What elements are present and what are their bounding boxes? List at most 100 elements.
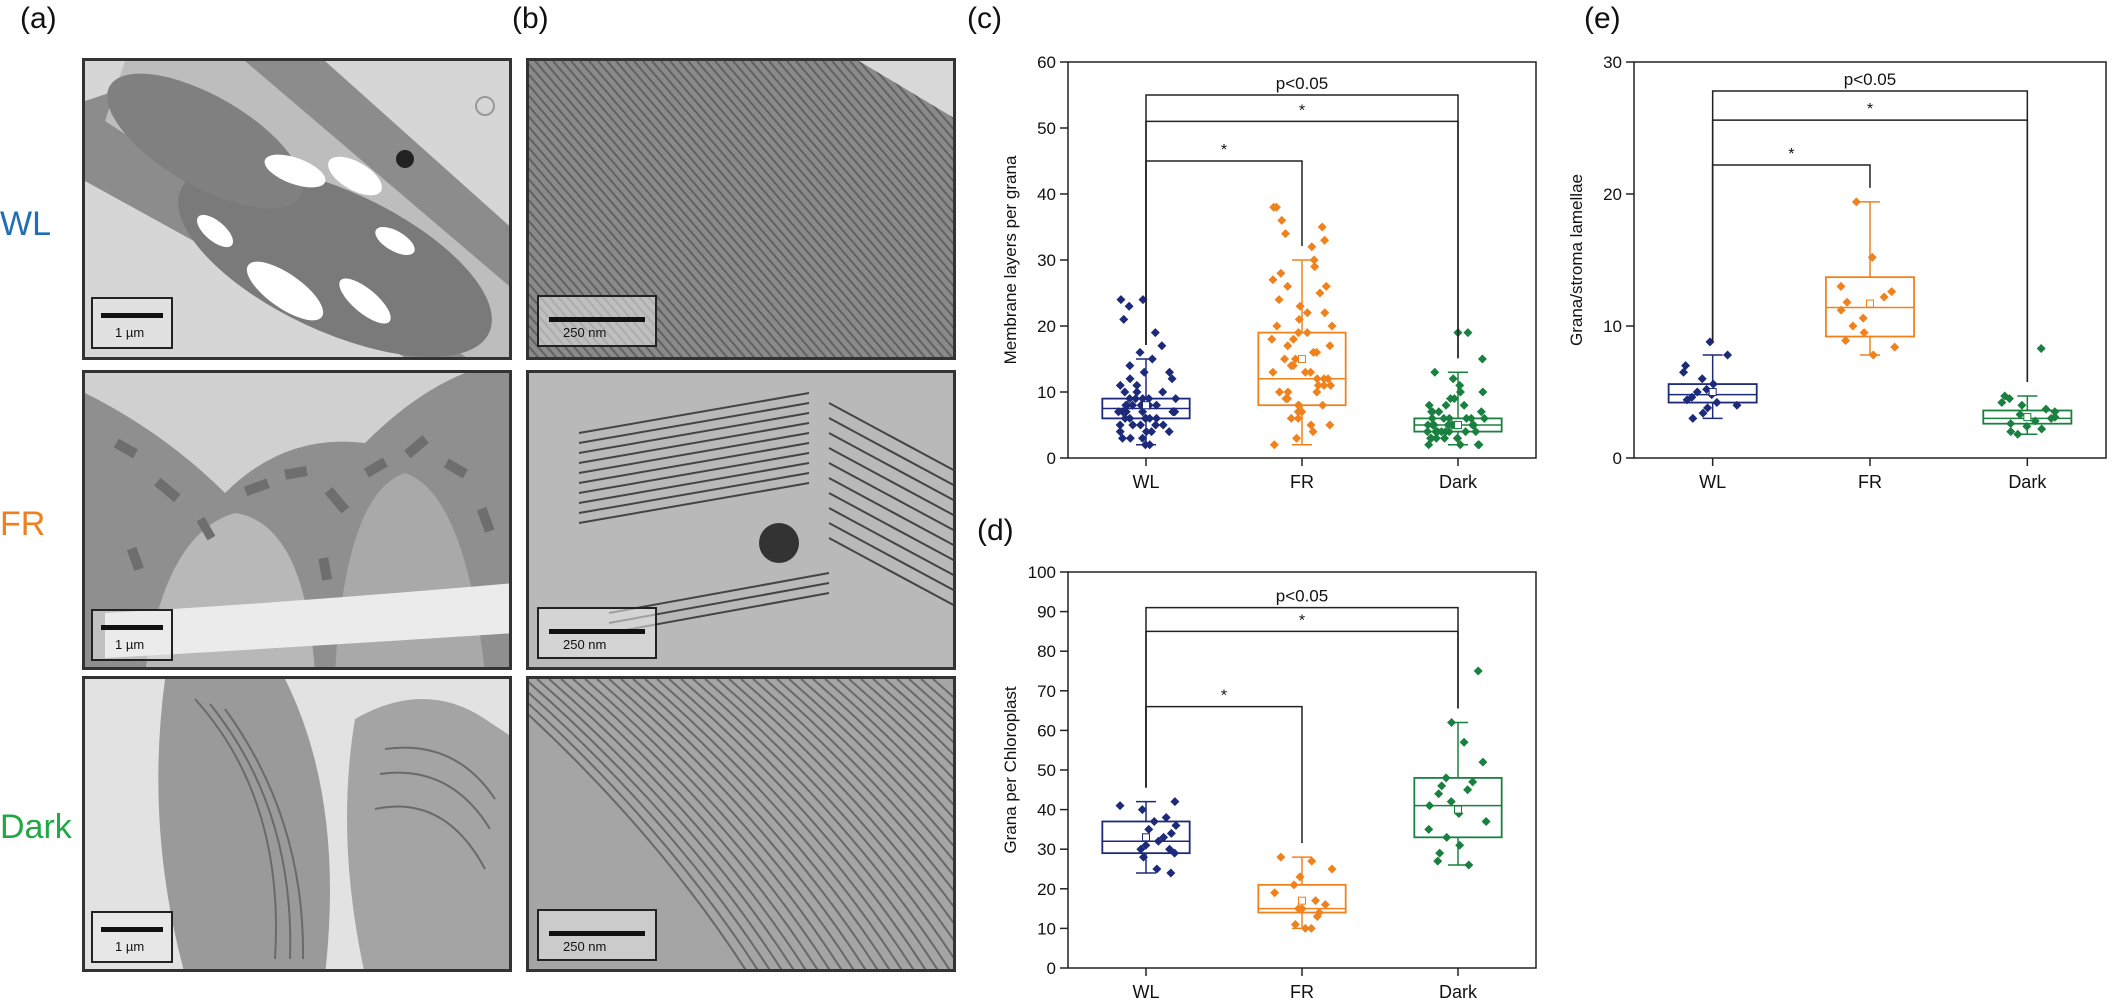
data-point: [1269, 440, 1279, 450]
data-point: [1473, 666, 1483, 676]
panel-letter-a: (a): [20, 2, 57, 35]
data-point: [2036, 343, 2046, 353]
data-point: [1171, 394, 1181, 404]
x-tick-label: FR: [1858, 472, 1882, 492]
membrane-stripe: [896, 679, 953, 732]
membrane-stripe: [632, 679, 891, 969]
data-point: [1121, 400, 1131, 410]
data-point: [2041, 404, 2051, 414]
data-point: [1424, 400, 1434, 410]
data-point: [1290, 354, 1300, 364]
data-point: [1425, 801, 1435, 811]
data-point: [1312, 374, 1322, 384]
data-point: [1132, 380, 1142, 390]
y-tick-label: 70: [1037, 682, 1056, 701]
membrane-stripe: [529, 303, 576, 357]
membrane-stripe: [776, 679, 953, 862]
data-point: [1879, 292, 1889, 302]
data-point: [1300, 367, 1310, 377]
membrane-stripe: [860, 679, 953, 768]
data-point: [1319, 374, 1329, 384]
micrograph-b-wl: 250 nm: [526, 58, 956, 360]
data-point: [1268, 367, 1278, 377]
data-point: [1433, 856, 1443, 866]
membrane-stripe: [768, 61, 953, 277]
data-point: [2050, 412, 2060, 422]
data-point: [1478, 387, 1488, 397]
data-point: [1125, 374, 1135, 384]
data-point: [1283, 387, 1293, 397]
data-point: [1868, 350, 1878, 360]
data-point: [2006, 427, 2016, 437]
membrane-stripe: [529, 104, 747, 357]
data-point: [1692, 387, 1702, 397]
y-tick-label: 10: [1037, 383, 1056, 402]
data-point: [1267, 334, 1277, 344]
mean-marker: [1866, 299, 1874, 308]
membrane-stripe: [884, 679, 953, 744]
data-point: [1887, 287, 1897, 297]
data-point: [1309, 255, 1319, 265]
membrane-stripe: [696, 61, 953, 357]
membrane-stripe: [543, 61, 801, 357]
micrograph-b-fr: 250 nm: [526, 370, 956, 670]
box-fr: [1257, 202, 1347, 450]
y-tick-label: 90: [1037, 603, 1056, 622]
data-point: [1270, 888, 1280, 898]
box-wl: [1667, 337, 1758, 423]
data-point: [1152, 413, 1162, 423]
data-point: [2030, 416, 2040, 426]
y-tick-label: 50: [1037, 119, 1056, 138]
membrane-stripe: [813, 61, 953, 224]
scale-label: 1 µm: [115, 325, 145, 340]
data-point: [1144, 394, 1154, 404]
data-point: [1161, 813, 1171, 823]
membrane-stripe: [608, 679, 867, 969]
micrograph-b-dark: 250 nm: [526, 676, 956, 972]
box-body: [1101, 820, 1191, 855]
membrane-stripe: [732, 61, 953, 319]
data-point: [1139, 367, 1149, 377]
membrane-stripe: [579, 61, 837, 357]
data-point: [1307, 242, 1317, 252]
membrane-stripe: [764, 679, 953, 877]
data-point: [1479, 413, 1489, 423]
membrane-stripe: [836, 679, 953, 793]
data-point: [1326, 380, 1336, 390]
y-tick-label: 10: [1603, 317, 1622, 336]
mean-marker: [1454, 805, 1462, 814]
x-tick-label: WL: [1699, 472, 1726, 492]
data-point: [1444, 413, 1454, 423]
data-point: [1136, 844, 1146, 854]
data-point: [1295, 301, 1305, 311]
bracket-line: [1145, 160, 1303, 345]
membrane-stripe: [849, 61, 953, 183]
membrane-stripe: [529, 702, 759, 969]
data-point: [1443, 420, 1453, 430]
data-point: [1307, 856, 1317, 866]
panel-letter-c: (c): [967, 2, 1002, 35]
data-point: [1688, 413, 1698, 423]
membrane-stripe: [704, 679, 953, 959]
data-point: [1317, 222, 1327, 232]
data-point: [1117, 433, 1127, 443]
membrane-stripe: [624, 61, 882, 357]
data-point: [1280, 229, 1290, 239]
scale-box-a-wl: 1 µm: [91, 297, 173, 349]
y-tick-label: 80: [1037, 642, 1056, 661]
data-point: [1306, 367, 1316, 377]
membrane-stripe: [529, 146, 711, 357]
data-point: [1293, 413, 1303, 423]
bracket-line: [1145, 705, 1303, 844]
chart-c-membrane-layers: 0 10 20 30 40 50 60 Membrane layers per grana WL…: [1001, 53, 1537, 492]
y-axis-label: Grana per Chloroplast: [1001, 686, 1020, 854]
data-point: [1147, 354, 1157, 364]
x-tick-label: FR: [1290, 472, 1314, 492]
data-point: [1867, 252, 1877, 262]
data-point: [1732, 400, 1742, 410]
data-point: [1145, 440, 1155, 450]
data-point: [1281, 394, 1291, 404]
x-tick-label: Dark: [2008, 472, 2047, 492]
data-point: [1292, 433, 1302, 443]
data-point: [1478, 757, 1488, 767]
